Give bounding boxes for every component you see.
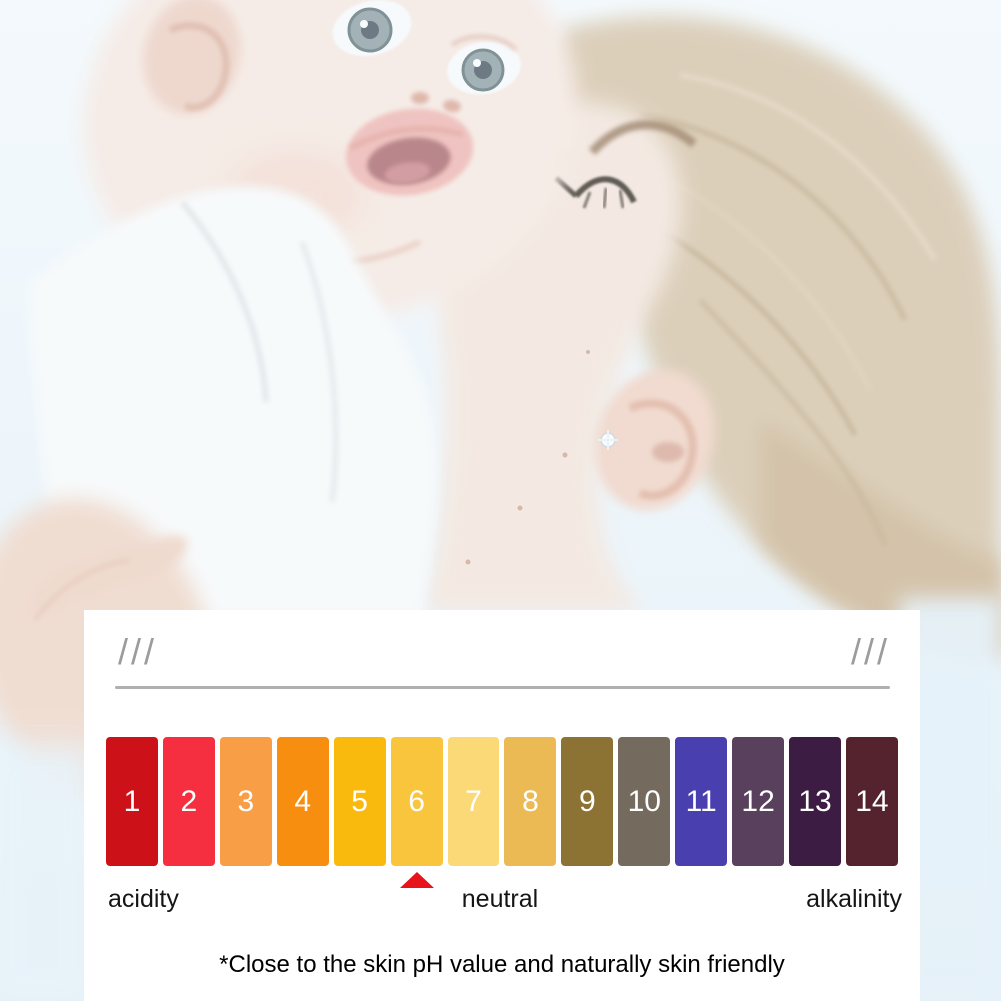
ph-swatch-4: 4 [276, 737, 329, 866]
ph-swatch-5: 5 [333, 737, 386, 866]
ph-swatch-6: 6 [390, 737, 443, 866]
ph-swatch-9: 9 [561, 737, 614, 866]
footnote-text: *Close to the skin pH value and naturall… [219, 951, 785, 978]
baby-eye-right [447, 34, 521, 95]
label-acidity: acidity [108, 885, 179, 913]
ph-swatch-8: 8 [504, 737, 557, 866]
mother-eyebrow [588, 120, 697, 156]
baby-ear [143, 0, 241, 115]
decorative-slashes-right: /// [850, 631, 890, 672]
ph-swatch-7: 7 [447, 737, 500, 866]
ph-swatch-1: 1 [106, 737, 158, 866]
freckles [465, 350, 590, 565]
ph-swatch-12: 12 [732, 737, 785, 866]
ph-swatch-2: 2 [162, 737, 215, 866]
earring [598, 430, 618, 450]
label-neutral: neutral [461, 885, 539, 913]
ph-swatch-14: 14 [845, 737, 898, 866]
left-strip-fade [0, 745, 94, 1001]
ph-scale: 1 2 3 4 5 6 7 8 9 10 11 12 13 14 [106, 737, 898, 866]
divider-line [115, 686, 890, 689]
ph-swatch-10: 10 [618, 737, 671, 866]
ph-swatch-3: 3 [219, 737, 272, 866]
baby-clothing [30, 186, 438, 615]
label-alkalinity: alkalinity [806, 885, 902, 913]
ph-swatch-11: 11 [675, 737, 728, 866]
baby-mouth [345, 108, 474, 196]
ph-swatch-13: 13 [789, 737, 841, 866]
ph-marker-triangle [400, 872, 434, 888]
ph-info-panel: /// /// 1 2 3 4 5 6 7 8 9 10 11 12 13 14 acidity neut… [84, 610, 920, 1001]
baby-eye-left [332, 0, 412, 56]
mother-ear [595, 369, 715, 511]
baby-nose [411, 92, 461, 113]
decorative-slashes-left: /// [118, 631, 158, 672]
